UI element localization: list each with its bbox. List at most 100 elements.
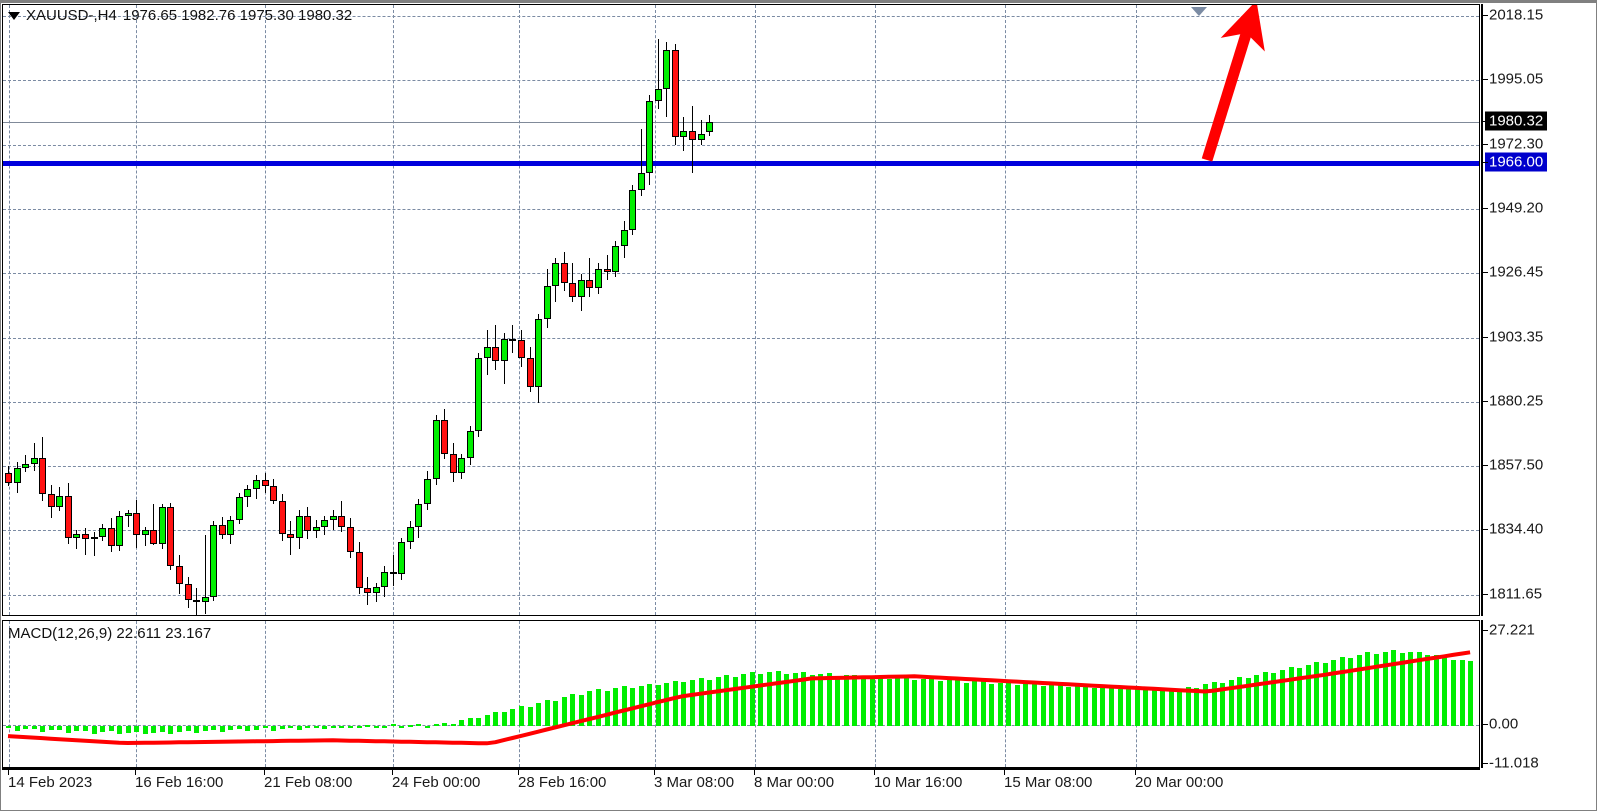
macd-histogram-bar <box>749 672 755 726</box>
support-resistance-line[interactable] <box>3 161 1479 166</box>
macd-histogram-bar <box>1049 684 1055 726</box>
candlestick <box>227 5 235 615</box>
candlestick <box>500 5 508 615</box>
candle-body-bull <box>552 263 560 286</box>
macd-histogram-bar <box>937 681 943 726</box>
macd-histogram-bar <box>1100 686 1106 726</box>
candle-body-bear <box>287 533 295 538</box>
macd-histogram-bar <box>1468 660 1474 726</box>
candle-wick <box>700 120 702 146</box>
candlestick <box>261 5 269 615</box>
macd-histogram-bar <box>1254 674 1260 726</box>
candle-body-bull <box>535 319 543 387</box>
candlestick <box>586 5 594 615</box>
macd-histogram-bar <box>467 717 473 726</box>
candle-wick <box>589 257 591 297</box>
candle-body-bear <box>39 458 47 495</box>
candlestick-series <box>3 5 1479 615</box>
macd-histogram-bar <box>784 674 790 726</box>
price-tick-label-0: 2018.15 <box>1489 6 1544 24</box>
macd-histogram-bar <box>330 725 336 728</box>
candle-body-bull <box>13 467 21 484</box>
candle-body-bull <box>56 495 64 508</box>
chart-top-marker-icon[interactable] <box>1191 7 1207 16</box>
macd-histogram-bar <box>724 675 730 726</box>
time-tick-label-0: 14 Feb 2023 <box>8 774 93 791</box>
price-scale[interactable]: 2018.15 1995.05 1980.32 1972.30 1966.00 1949.… <box>1481 4 1596 616</box>
macd-histogram-bar <box>100 725 106 733</box>
drawing-overlay[interactable] <box>3 5 1479 615</box>
macd-histogram-bar <box>339 725 345 728</box>
candle-body-bull <box>543 285 551 320</box>
macd-histogram-bar <box>510 708 516 726</box>
macd-histogram-bar <box>886 678 892 726</box>
price-hgrid-0 <box>3 16 1479 17</box>
macd-histogram-bar <box>1314 662 1320 726</box>
candlestick <box>697 5 705 615</box>
time-axis-tick-8 <box>1004 770 1005 775</box>
candlestick <box>475 5 483 615</box>
macd-scale[interactable]: 27.221 0.00 -11.018 <box>1481 620 1596 772</box>
candle-body-bull <box>116 515 124 547</box>
trend-arrow[interactable] <box>1201 5 1265 162</box>
candlestick <box>706 5 714 615</box>
time-axis-tick-9 <box>1135 770 1136 775</box>
macd-histogram-bar <box>1450 659 1456 726</box>
macd-histogram-bar <box>1442 655 1448 726</box>
candlestick <box>577 5 585 615</box>
macd-histogram-bar <box>553 700 559 726</box>
macd-histogram-bar <box>1117 688 1123 726</box>
macd-indicator-pane[interactable] <box>2 620 1480 768</box>
candle-body-bull <box>22 463 30 468</box>
candle-body-bull <box>99 528 107 537</box>
price-chart-pane[interactable] <box>2 4 1480 616</box>
candlestick <box>415 5 423 615</box>
price-hgrid-1 <box>3 80 1479 81</box>
candle-body-bear <box>5 473 12 484</box>
macd-histogram-bar <box>595 689 601 726</box>
macd-histogram-bar <box>1245 677 1251 726</box>
macd-histogram-bar <box>134 725 140 732</box>
macd-histogram-bar <box>142 725 148 735</box>
time-axis-tick-1 <box>135 770 136 775</box>
last-price-badge[interactable]: 1980.32 <box>1485 111 1548 131</box>
candle-body-bull <box>295 515 303 538</box>
macd-histogram-bar <box>1433 654 1439 726</box>
candlestick <box>64 5 72 615</box>
candle-body-bear <box>64 495 72 538</box>
candlestick <box>124 5 132 615</box>
candle-body-bear <box>569 282 577 297</box>
candlestick <box>5 5 12 615</box>
candle-wick <box>127 509 129 527</box>
macd-histogram-bar <box>1134 687 1140 726</box>
price-vgrid-5 <box>655 5 656 615</box>
candlestick <box>210 5 218 615</box>
candle-body-bull <box>30 458 38 464</box>
candlestick <box>90 5 98 615</box>
level-price-badge[interactable]: 1966.00 <box>1485 152 1548 172</box>
candlestick <box>167 5 175 615</box>
candle-body-bull <box>201 596 209 603</box>
macd-histogram-bar <box>228 725 234 731</box>
macd-histogram-bar <box>878 675 884 726</box>
candle-body-bear <box>509 338 517 341</box>
candlestick <box>218 5 226 615</box>
macd-histogram-bar <box>1271 673 1277 726</box>
macd-histogram-bar <box>707 679 713 726</box>
macd-histogram-bar <box>1194 687 1200 726</box>
macd-histogram-bar <box>1083 684 1089 726</box>
price-tick-label-3: 1972.30 <box>1489 135 1544 153</box>
macd-histogram-bar <box>946 680 952 726</box>
last-price-line <box>3 122 1479 123</box>
macd-histogram-bar <box>801 672 807 726</box>
macd-histogram-bar <box>869 676 875 726</box>
triangle-down-icon[interactable] <box>8 11 20 20</box>
macd-histogram-bar <box>972 681 978 726</box>
candle-body-bear <box>492 347 500 362</box>
macd-histogram-bar <box>424 725 430 728</box>
macd-histogram-bar <box>399 725 405 728</box>
candle-body-bear <box>689 131 696 140</box>
time-scale[interactable]: 14 Feb 2023 16 Feb 16:00 21 Feb 08:00 24 Fe… <box>2 768 1480 810</box>
price-axis-tick <box>1483 15 1488 16</box>
macd-histogram-bar <box>1066 686 1072 726</box>
